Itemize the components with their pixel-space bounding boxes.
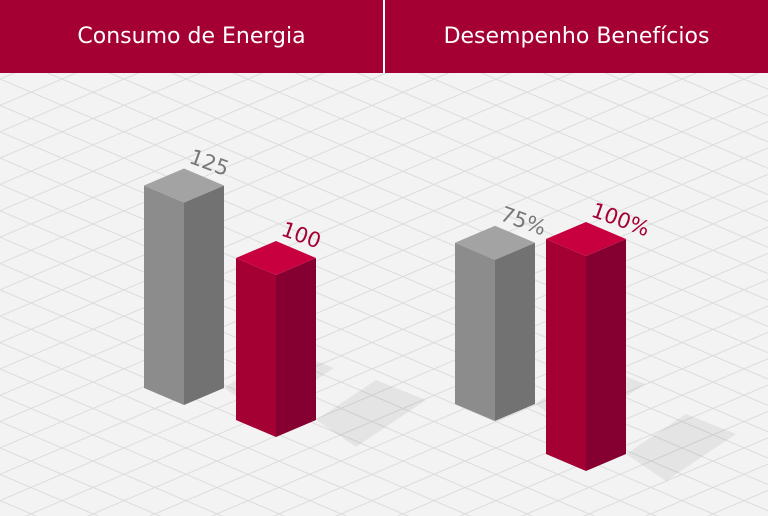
grid-line bbox=[0, 236, 657, 516]
bar-top-face bbox=[236, 241, 316, 275]
grid-line bbox=[0, 447, 161, 516]
bar-left-face bbox=[455, 242, 495, 421]
grid-line bbox=[0, 104, 768, 433]
grid-line bbox=[0, 157, 768, 485]
grid-line bbox=[707, 489, 768, 516]
grid-line bbox=[0, 42, 768, 370]
grid-line bbox=[0, 500, 37, 516]
grid-line bbox=[0, 315, 471, 516]
grid-line bbox=[87, 226, 768, 516]
grid-line bbox=[0, 25, 768, 354]
grid-line bbox=[0, 94, 768, 423]
grid-line bbox=[0, 183, 768, 512]
bar-right-face bbox=[276, 258, 316, 437]
grid-line bbox=[521, 410, 768, 516]
grid-line bbox=[0, 368, 347, 516]
grid-line bbox=[0, 173, 768, 502]
bar-right-face bbox=[184, 185, 224, 405]
bar-shadow bbox=[626, 414, 736, 481]
bar-top-face bbox=[455, 225, 535, 260]
grid-line bbox=[0, 421, 223, 516]
bar-left-face bbox=[546, 239, 586, 471]
chart-title-benefits: Desempenho Benefícios bbox=[385, 0, 768, 73]
grid-line bbox=[0, 131, 768, 459]
grid-line bbox=[645, 463, 768, 516]
grid-line bbox=[0, 68, 768, 396]
bar-top-face bbox=[546, 222, 626, 256]
bar-top-face bbox=[144, 168, 224, 203]
grid-line bbox=[583, 437, 768, 516]
bar-right-face bbox=[586, 239, 626, 471]
bar-left-face bbox=[144, 185, 184, 405]
grid-line bbox=[25, 200, 768, 516]
header-divider bbox=[383, 0, 385, 73]
grid-line bbox=[0, 394, 285, 516]
grid-line bbox=[0, 473, 99, 516]
chart-2: 75% 100% bbox=[455, 198, 736, 481]
bar-right-face bbox=[495, 242, 535, 421]
grid-line bbox=[273, 305, 768, 516]
grid-line bbox=[0, 121, 768, 449]
grid-line bbox=[0, 52, 768, 380]
grid-line bbox=[0, 342, 409, 516]
grid-line bbox=[0, 147, 768, 475]
grid-line bbox=[0, 78, 768, 406]
bar-shadow bbox=[316, 380, 426, 447]
chart-title-energy: Consumo de Energia bbox=[0, 0, 383, 73]
bar-left-face bbox=[236, 258, 276, 437]
